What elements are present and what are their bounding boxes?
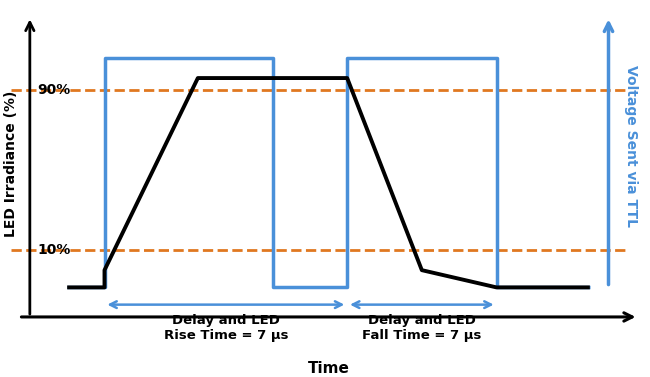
Text: 90%: 90% [37,83,71,97]
Text: 10%: 10% [37,244,71,257]
Text: Time: Time [307,361,350,376]
Text: Delay and LED
Rise Time = 7 μs: Delay and LED Rise Time = 7 μs [164,314,288,342]
Text: Voltage Sent via TTL: Voltage Sent via TTL [624,65,638,227]
Text: LED Irradiance (%): LED Irradiance (%) [4,91,18,238]
Text: Delay and LED
Fall Time = 7 μs: Delay and LED Fall Time = 7 μs [362,314,482,342]
